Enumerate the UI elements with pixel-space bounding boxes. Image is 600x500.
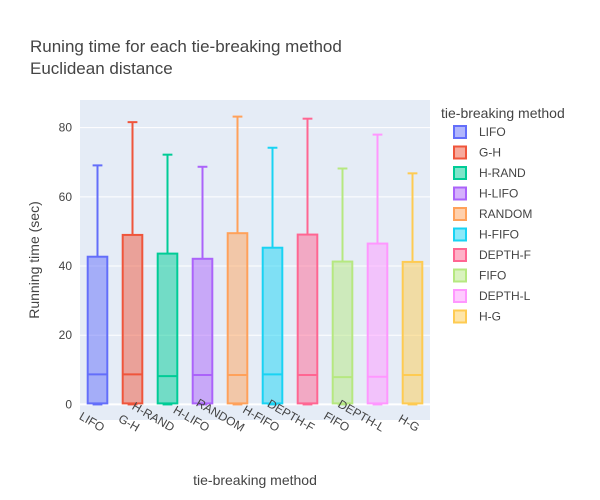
legend-label: H-G bbox=[479, 310, 501, 324]
box-fifo[interactable] bbox=[331, 167, 354, 406]
legend-swatch bbox=[453, 166, 467, 180]
legend-item-h-lifo[interactable]: H-LIFO bbox=[453, 186, 518, 201]
iqr-box bbox=[156, 252, 179, 405]
iqr-box bbox=[226, 232, 249, 405]
legend-label: H-FIFO bbox=[479, 228, 519, 242]
legend-item-random[interactable]: RANDOM bbox=[453, 207, 532, 221]
iqr-box bbox=[191, 257, 214, 405]
legend-swatch bbox=[453, 309, 467, 324]
iqr-box bbox=[86, 255, 109, 405]
y-tick-label: 0 bbox=[65, 397, 72, 411]
legend-label: FIFO bbox=[479, 269, 506, 283]
y-tick-labels: 0 20 40 60 80 bbox=[59, 121, 73, 412]
legend-swatch bbox=[453, 207, 467, 221]
legend-item-g-h[interactable]: G-H bbox=[453, 145, 501, 160]
iqr-box bbox=[366, 242, 389, 405]
y-tick-label: 60 bbox=[59, 190, 73, 204]
x-axis-title: tie-breaking method bbox=[193, 472, 317, 488]
y-tick-label: 80 bbox=[59, 121, 73, 135]
legend-swatch bbox=[453, 145, 467, 160]
box-depth-l[interactable] bbox=[366, 133, 389, 406]
box-h-fifo[interactable] bbox=[261, 146, 284, 406]
y-tick-label: 40 bbox=[59, 259, 73, 273]
chart-title: Runing time for each tie-breaking method… bbox=[30, 37, 342, 78]
legend-swatch bbox=[453, 125, 467, 139]
legend-swatch bbox=[453, 289, 467, 303]
iqr-box bbox=[261, 246, 284, 405]
box-lifo[interactable] bbox=[86, 164, 109, 406]
legend-swatch bbox=[453, 268, 467, 283]
legend-title: tie-breaking method bbox=[441, 105, 565, 121]
legend-label: LIFO bbox=[479, 125, 506, 139]
legend-label: H-RAND bbox=[479, 166, 526, 180]
y-axis-title: Running time (sec) bbox=[26, 201, 42, 319]
legend-swatch bbox=[453, 186, 467, 201]
legend-item-h-fifo[interactable]: H-FIFO bbox=[453, 227, 519, 242]
legend: tie-breaking method LIFO G-H H-RAND H-LIFO R… bbox=[441, 105, 565, 324]
box-h-g[interactable] bbox=[401, 172, 424, 406]
legend-label: DEPTH-L bbox=[479, 289, 531, 303]
legend-label: G-H bbox=[479, 146, 501, 160]
box-h-lifo[interactable] bbox=[191, 165, 214, 406]
box-random[interactable] bbox=[226, 115, 249, 406]
legend-item-depth-l[interactable]: DEPTH-L bbox=[453, 289, 531, 303]
box-h-rand[interactable] bbox=[156, 153, 179, 406]
legend-swatch bbox=[453, 227, 467, 242]
legend-label: RANDOM bbox=[479, 207, 532, 221]
legend-item-lifo[interactable]: LIFO bbox=[453, 125, 506, 139]
y-tick-label: 20 bbox=[59, 328, 73, 342]
box-g-h[interactable] bbox=[121, 121, 144, 406]
legend-label: DEPTH-F bbox=[479, 248, 531, 262]
legend-item-h-g[interactable]: H-G bbox=[453, 309, 501, 324]
chart-title-line-1: Runing time for each tie-breaking method bbox=[30, 37, 342, 56]
box-depth-f[interactable] bbox=[296, 117, 319, 406]
box-series bbox=[86, 115, 424, 406]
legend-item-fifo[interactable]: FIFO bbox=[453, 268, 506, 283]
iqr-box bbox=[331, 260, 354, 405]
iqr-box bbox=[401, 260, 424, 405]
iqr-box bbox=[121, 233, 144, 405]
legend-label: H-LIFO bbox=[479, 187, 518, 201]
legend-swatch bbox=[453, 248, 467, 262]
legend-item-depth-f[interactable]: DEPTH-F bbox=[453, 248, 531, 262]
legend-item-h-rand[interactable]: H-RAND bbox=[453, 166, 526, 180]
chart-title-line-2: Euclidean distance bbox=[30, 59, 173, 78]
iqr-box bbox=[296, 233, 319, 405]
